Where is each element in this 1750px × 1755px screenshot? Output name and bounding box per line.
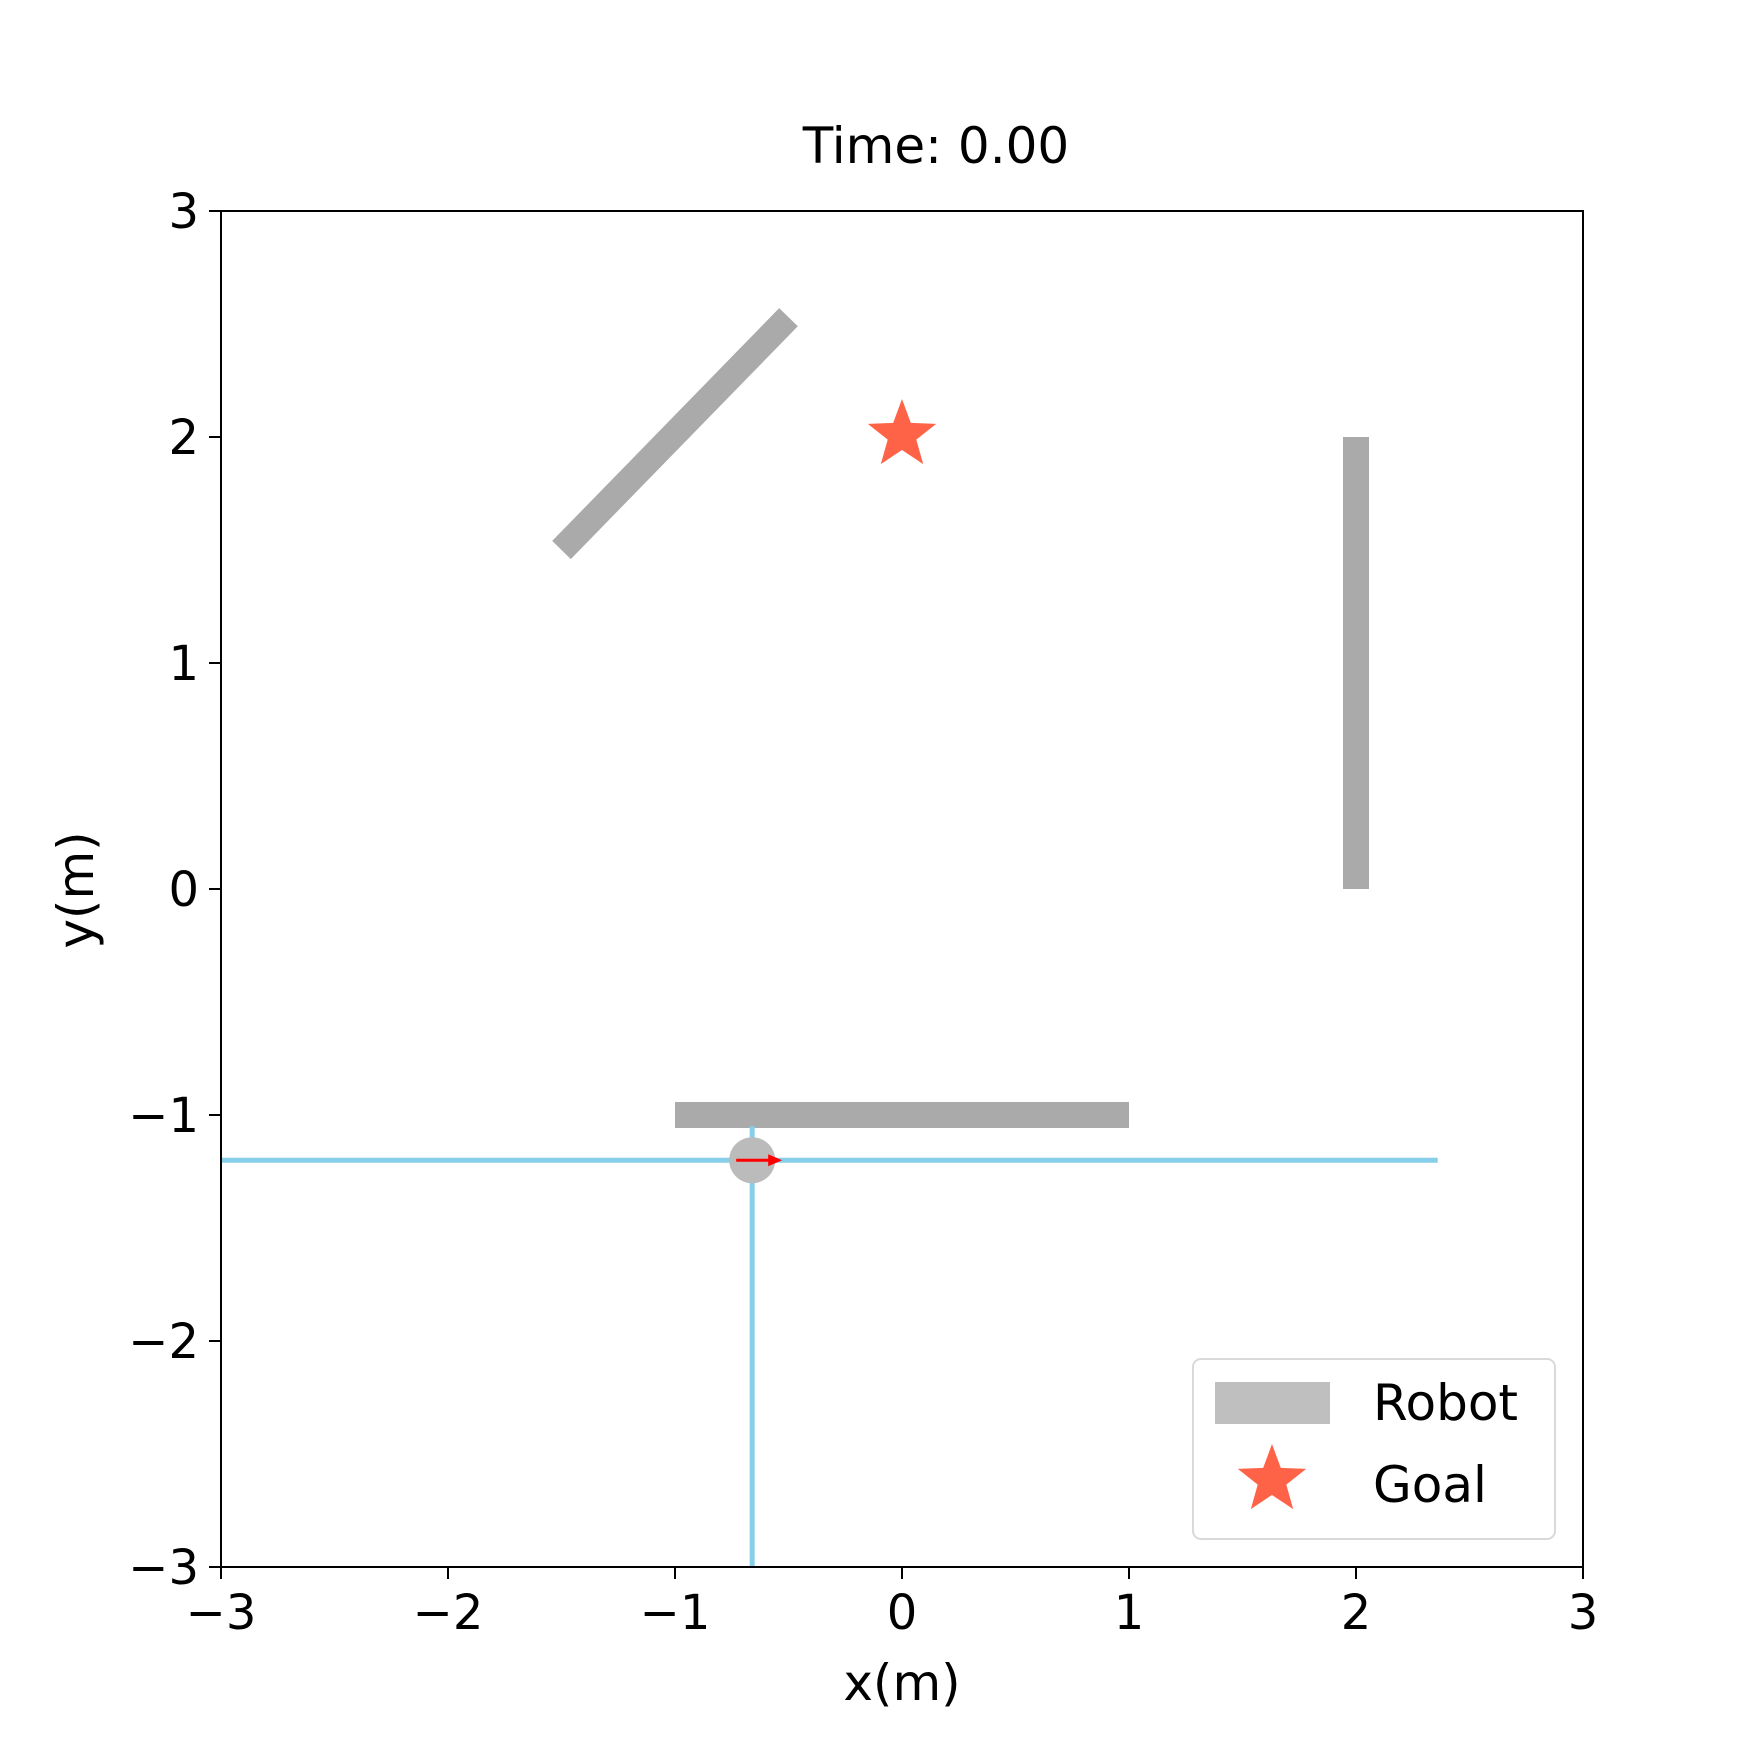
robot-heading-arrow-head — [768, 1154, 783, 1167]
ticks-layer: −3 −2 −1 0 1 2 3 −3 −2 −1 0 1 2 3 — [128, 184, 1598, 1641]
x-tick-label: 0 — [887, 1585, 918, 1641]
legend-goal-star-icon — [1237, 1444, 1307, 1510]
y-tick-label: −1 — [128, 1088, 199, 1144]
legend-robot-swatch — [1215, 1382, 1330, 1424]
y-tick-label: 3 — [168, 184, 199, 240]
plot-content — [221, 308, 1438, 1567]
legend-robot-label: Robot — [1373, 1374, 1518, 1432]
x-axis-label: x(m) — [843, 1654, 960, 1712]
obstacle-diagonal — [552, 308, 798, 560]
x-tick-label: −3 — [186, 1585, 257, 1641]
axes-frame — [220, 210, 1584, 1568]
chart-title: Time: 0.00 — [802, 117, 1069, 175]
legend-goal-label: Goal — [1373, 1456, 1487, 1514]
y-tick-label: 0 — [168, 862, 199, 918]
goal-star — [867, 399, 937, 465]
y-tick-label: −2 — [128, 1314, 199, 1370]
x-tick-label: −1 — [640, 1585, 711, 1641]
x-tick-label: 2 — [1341, 1585, 1372, 1641]
y-tick-label: 2 — [168, 410, 199, 466]
x-tick-label: −2 — [413, 1585, 484, 1641]
y-tick-label: 1 — [168, 636, 199, 692]
y-axis-label: y(m) — [47, 831, 105, 948]
x-tick-label: 1 — [1114, 1585, 1145, 1641]
legend: Robot Goal — [1192, 1358, 1556, 1540]
x-tick-label: 3 — [1568, 1585, 1599, 1641]
y-tick-label: −3 — [128, 1540, 199, 1596]
